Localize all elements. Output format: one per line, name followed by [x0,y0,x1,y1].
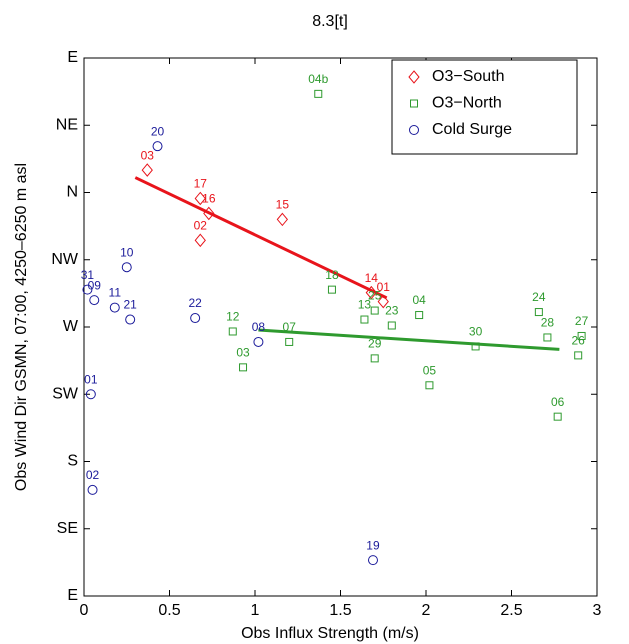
legend-label: Cold Surge [432,121,512,138]
point [370,354,379,363]
point [109,302,120,313]
point [370,306,379,315]
point [82,284,93,295]
point-label: 02 [194,218,208,232]
chart-title: 8.3[t] [312,13,348,30]
point-label: 31 [81,268,95,282]
x-tick-label: 0 [80,602,89,619]
point [239,363,248,372]
point-label: 11 [109,286,122,300]
legend-marker [410,99,418,108]
point-label: 20 [151,124,165,138]
x-tick-label: 1.5 [329,602,351,619]
x-tick-label: 2 [422,602,431,619]
fit-line [258,328,560,351]
point-label: 29 [368,337,382,351]
point-label: 25 [368,289,382,303]
y-tick-label: E [67,49,78,66]
point-label: 06 [551,395,565,409]
point [152,141,163,152]
y-tick-label: N [66,184,78,201]
point-label: 04 [412,293,426,307]
point-label: 02 [86,468,100,482]
point-label: 18 [325,268,339,282]
point [327,285,336,294]
legend-marker [409,125,419,135]
legend-label: O3−South [432,68,505,85]
point-label: 19 [366,538,380,552]
y-tick-label: E [67,587,78,604]
point [415,311,424,320]
x-axis-label: Obs Influx Strength (m/s) [241,625,419,642]
y-tick-label: NW [51,251,79,268]
point-label: 08 [252,320,266,334]
point-label: 07 [283,320,297,334]
fit-line [134,176,388,300]
point-label: 21 [123,298,137,312]
point [360,315,369,324]
point-label: 30 [469,325,483,339]
point [276,212,289,227]
point [387,321,396,330]
point-label: 23 [385,304,399,318]
point-label: 01 [84,372,98,386]
point-label: 05 [423,363,437,377]
y-tick-label: SW [52,385,79,402]
y-axis-label: Obs Wind Dir GSMN, 07:00, 4250–6250 m as… [13,163,30,491]
x-tick-label: 1 [251,602,260,619]
x-tick-label: 0.5 [158,602,180,619]
point [121,262,132,273]
point-label: 13 [358,298,372,312]
point [85,389,96,400]
point [87,484,98,495]
legend-marker [408,70,420,84]
point-label: 09 [88,278,102,292]
point [425,381,434,390]
y-tick-label: W [63,318,79,335]
point [194,191,206,206]
point [194,233,206,248]
point [228,327,237,336]
point [367,555,378,566]
legend-box [391,59,578,155]
point [377,294,389,309]
point-label: 10 [120,245,134,259]
point-label: 03 [236,346,250,360]
point [253,336,264,347]
point-label: 28 [541,316,555,330]
point [141,163,153,177]
point [471,342,480,351]
point [203,206,215,221]
point-label: 01 [377,280,391,294]
point-label: 04b [308,72,328,86]
point-label: 14 [365,271,379,285]
y-tick-label: SE [57,520,78,537]
point-label: 12 [226,310,240,324]
point-label: 24 [532,290,546,304]
point [365,285,377,300]
point [190,313,201,324]
point-label: 17 [194,177,208,191]
point [577,331,586,340]
point-label: 27 [575,314,589,328]
point-label: 15 [276,198,290,212]
y-tick-label: S [67,453,78,470]
point-label: 26 [572,334,586,348]
point [89,295,100,306]
point [285,337,294,346]
x-tick-label: 3 [593,602,602,619]
point [125,314,136,325]
point [574,351,583,360]
point [314,89,323,98]
point-label: 22 [188,296,202,310]
point-label: 03 [141,148,155,162]
point-label: 16 [202,192,216,206]
y-tick-label: NE [56,116,78,133]
point [534,308,543,317]
point [553,412,562,421]
legend-label: O3−North [432,95,502,112]
point [543,333,552,342]
x-tick-label: 2.5 [500,602,522,619]
